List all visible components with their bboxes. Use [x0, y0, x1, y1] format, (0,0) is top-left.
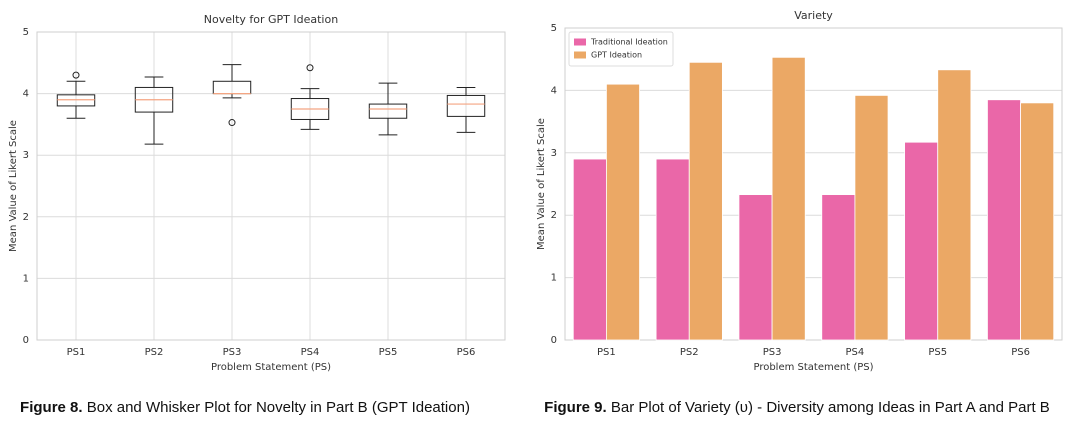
legend-box: [568, 31, 674, 67]
legend-swatch: [574, 38, 586, 46]
x-tick-label: PS6: [457, 347, 476, 358]
y-tick-label: 5: [551, 23, 557, 34]
legend-label: Traditional Ideation: [590, 38, 668, 47]
y-tick-label: 4: [23, 89, 29, 100]
x-tick-label: PS5: [928, 347, 947, 358]
bar: [987, 99, 1021, 341]
bar: [904, 141, 939, 341]
y-axis-label: Mean Value of Likert Scale: [8, 120, 19, 252]
x-tick-label: PS4: [846, 347, 865, 358]
bar: [688, 61, 723, 341]
x-tick-label: PS5: [379, 347, 398, 358]
flier: [306, 64, 314, 72]
x-tick-label: PS3: [763, 347, 782, 358]
caption-text: Bar Plot of Variety (υ) - Diversity amon…: [611, 399, 1050, 416]
x-tick-label: PS4: [301, 347, 320, 358]
bar: [738, 194, 773, 341]
bar: [655, 158, 690, 341]
x-tick-label: PS3: [223, 347, 242, 358]
y-axis-label: Mean Value of Likert Scale: [536, 118, 547, 250]
caption: Figure 9. Bar Plot of Variety (υ) - Dive…: [544, 399, 1050, 416]
plot-frame: [36, 31, 506, 341]
chart-title: Novelty for GPT Ideation: [204, 13, 338, 26]
x-axis-label: Problem Statement (PS): [753, 362, 873, 373]
box: [368, 103, 408, 119]
chart-title: Variety: [794, 9, 833, 22]
y-tick-label: 3: [23, 150, 29, 161]
x-tick-label: PS1: [597, 347, 616, 358]
bar: [572, 158, 607, 341]
x-tick-label: PS1: [67, 347, 86, 358]
flier: [72, 71, 80, 79]
box: [56, 94, 96, 107]
y-tick-label: 4: [551, 85, 557, 96]
caption: Figure 8. Box and Whisker Plot for Novel…: [20, 399, 470, 416]
y-tick-label: 1: [23, 273, 29, 284]
box: [446, 94, 486, 117]
bar: [1020, 102, 1055, 341]
bar: [937, 69, 972, 341]
caption-label: Figure 9.: [544, 399, 607, 416]
legend-swatch: [574, 51, 586, 59]
x-tick-label: PS2: [680, 347, 699, 358]
bar: [606, 83, 640, 341]
y-tick-label: 2: [551, 210, 557, 221]
y-tick-label: 1: [551, 273, 557, 284]
x-axis-label: Problem Statement (PS): [211, 362, 331, 373]
y-tick-label: 0: [551, 335, 557, 346]
flier: [228, 119, 236, 127]
x-tick-label: PS6: [1011, 347, 1030, 358]
bar: [821, 194, 856, 341]
y-tick-label: 5: [23, 27, 29, 38]
x-tick-label: PS2: [145, 347, 164, 358]
legend-label: GPT Ideation: [591, 51, 642, 60]
y-tick-label: 2: [23, 212, 29, 223]
caption-text: Box and Whisker Plot for Novelty in Part…: [87, 399, 470, 416]
y-tick-label: 0: [23, 335, 29, 346]
y-tick-label: 3: [551, 148, 557, 159]
caption-label: Figure 8.: [20, 399, 83, 416]
bar: [854, 94, 889, 341]
plot-frame: [564, 27, 1063, 341]
bar: [771, 56, 806, 341]
